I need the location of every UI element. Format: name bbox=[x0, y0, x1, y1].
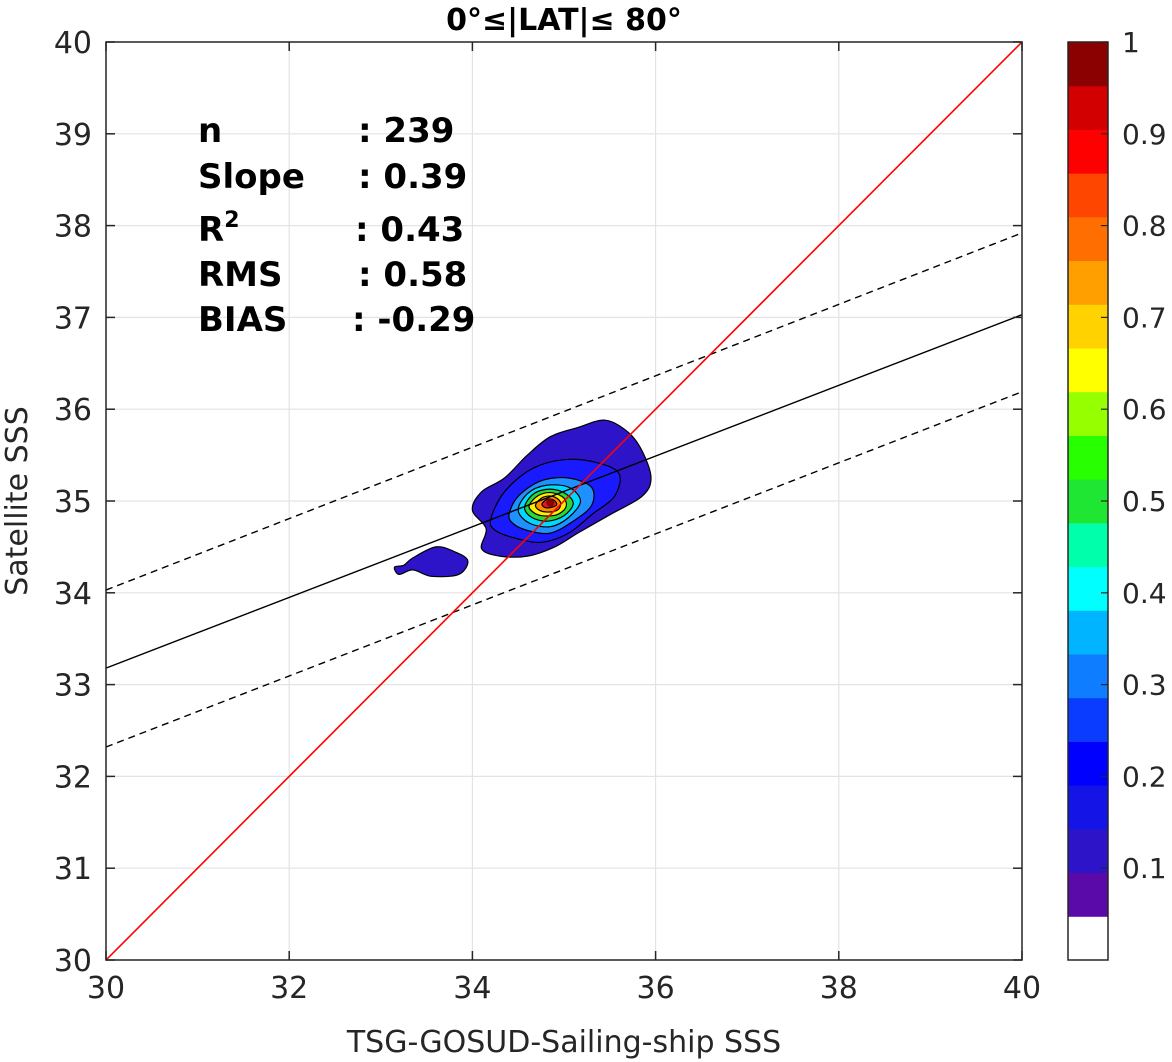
colorbar-segment bbox=[1068, 42, 1108, 87]
x-tick-label: 34 bbox=[453, 971, 491, 1006]
colorbar-segment bbox=[1068, 348, 1108, 393]
grid bbox=[105, 41, 1023, 961]
colorbar-segment bbox=[1068, 391, 1108, 436]
reference-lines bbox=[106, 42, 1022, 960]
stat-value: : 0.39 bbox=[358, 157, 467, 197]
upper-bound-line bbox=[106, 232, 1022, 591]
stat-value: : -0.29 bbox=[352, 300, 475, 340]
colorbar-segment bbox=[1068, 129, 1108, 174]
stat-label: Slope bbox=[198, 157, 305, 197]
y-tick-label: 35 bbox=[54, 485, 92, 520]
colorbar-segment bbox=[1068, 173, 1108, 218]
one-to-one-line bbox=[106, 42, 1022, 960]
y-tick-label: 33 bbox=[54, 669, 92, 704]
x-axis-label: TSG-GOSUD-Sailing-ship SSS bbox=[346, 1025, 781, 1060]
colorbar-segment bbox=[1068, 872, 1108, 917]
x-tick-label: 38 bbox=[820, 971, 858, 1006]
y-tick-label: 34 bbox=[54, 577, 92, 612]
colorbar-segment bbox=[1068, 828, 1108, 874]
colorbar-tick-label: 0.1 bbox=[1122, 852, 1167, 885]
colorbar-segment bbox=[1068, 741, 1108, 786]
colorbar-tick-label: 0.8 bbox=[1122, 210, 1167, 243]
colorbar-segment bbox=[1068, 610, 1108, 655]
stat-label: n bbox=[198, 111, 222, 151]
colorbar-tick-label: 0.3 bbox=[1122, 669, 1167, 702]
stat-value: : 239 bbox=[358, 111, 454, 151]
y-tick-label: 32 bbox=[54, 760, 92, 795]
colorbar-tick-label: 0.4 bbox=[1122, 577, 1167, 610]
colorbar-segment bbox=[1068, 785, 1108, 830]
y-axis-label: Satellite SSS bbox=[0, 406, 35, 596]
chart-title: 0°≤|LAT|≤ 80° bbox=[446, 3, 682, 38]
x-tick-label: 36 bbox=[637, 971, 675, 1006]
colorbar-segment bbox=[1068, 85, 1108, 130]
colorbar-tick-label: 0.6 bbox=[1122, 393, 1167, 426]
colorbar-tick-label: 0.2 bbox=[1122, 760, 1167, 793]
colorbar-segment bbox=[1068, 260, 1108, 305]
colorbar-segment bbox=[1068, 304, 1108, 349]
colorbar-segment bbox=[1068, 216, 1108, 262]
y-tick-label: 38 bbox=[54, 210, 92, 245]
x-tick-label: 40 bbox=[1003, 971, 1041, 1006]
colorbar-segment bbox=[1068, 522, 1108, 568]
colorbar-tick-label: 0.9 bbox=[1122, 118, 1167, 151]
stat-value: : 0.58 bbox=[358, 255, 467, 295]
y-tick-label: 40 bbox=[54, 26, 92, 61]
stat-label: RMS bbox=[198, 255, 283, 295]
axis-ticks: 30 32 34 36 38 40 30 31 32 33 34 35 36 37 38 39 40 bbox=[54, 26, 1041, 1006]
colorbar-segment bbox=[1068, 916, 1108, 961]
y-tick-label: 37 bbox=[54, 301, 92, 336]
colorbar-tick-label: 0.5 bbox=[1122, 485, 1167, 518]
regression-line bbox=[106, 313, 1022, 669]
lower-bound-line bbox=[106, 391, 1022, 748]
contour-level bbox=[393, 546, 469, 578]
colorbar-segment bbox=[1068, 435, 1108, 480]
density-peak-marker bbox=[546, 498, 555, 507]
y-tick-label: 30 bbox=[54, 944, 92, 979]
y-tick-label: 39 bbox=[54, 118, 92, 153]
colorbar-segment bbox=[1068, 654, 1108, 699]
stat-label: BIAS bbox=[198, 300, 287, 340]
colorbar: 0.1 0.2 0.3 0.4 0.5 0.6 0.7 0.8 0.9 1 bbox=[1067, 26, 1167, 961]
stat-value: : 0.43 bbox=[355, 210, 464, 250]
x-tick-label: 32 bbox=[270, 971, 308, 1006]
colorbar-segment bbox=[1068, 566, 1108, 611]
y-tick-label: 31 bbox=[54, 852, 92, 887]
colorbar-segment bbox=[1068, 697, 1108, 742]
colorbar-tick-label: 0.7 bbox=[1122, 301, 1167, 334]
colorbar-tick-label: 1 bbox=[1122, 26, 1140, 59]
x-tick-label: 30 bbox=[87, 971, 125, 1006]
y-tick-label: 36 bbox=[54, 393, 92, 428]
